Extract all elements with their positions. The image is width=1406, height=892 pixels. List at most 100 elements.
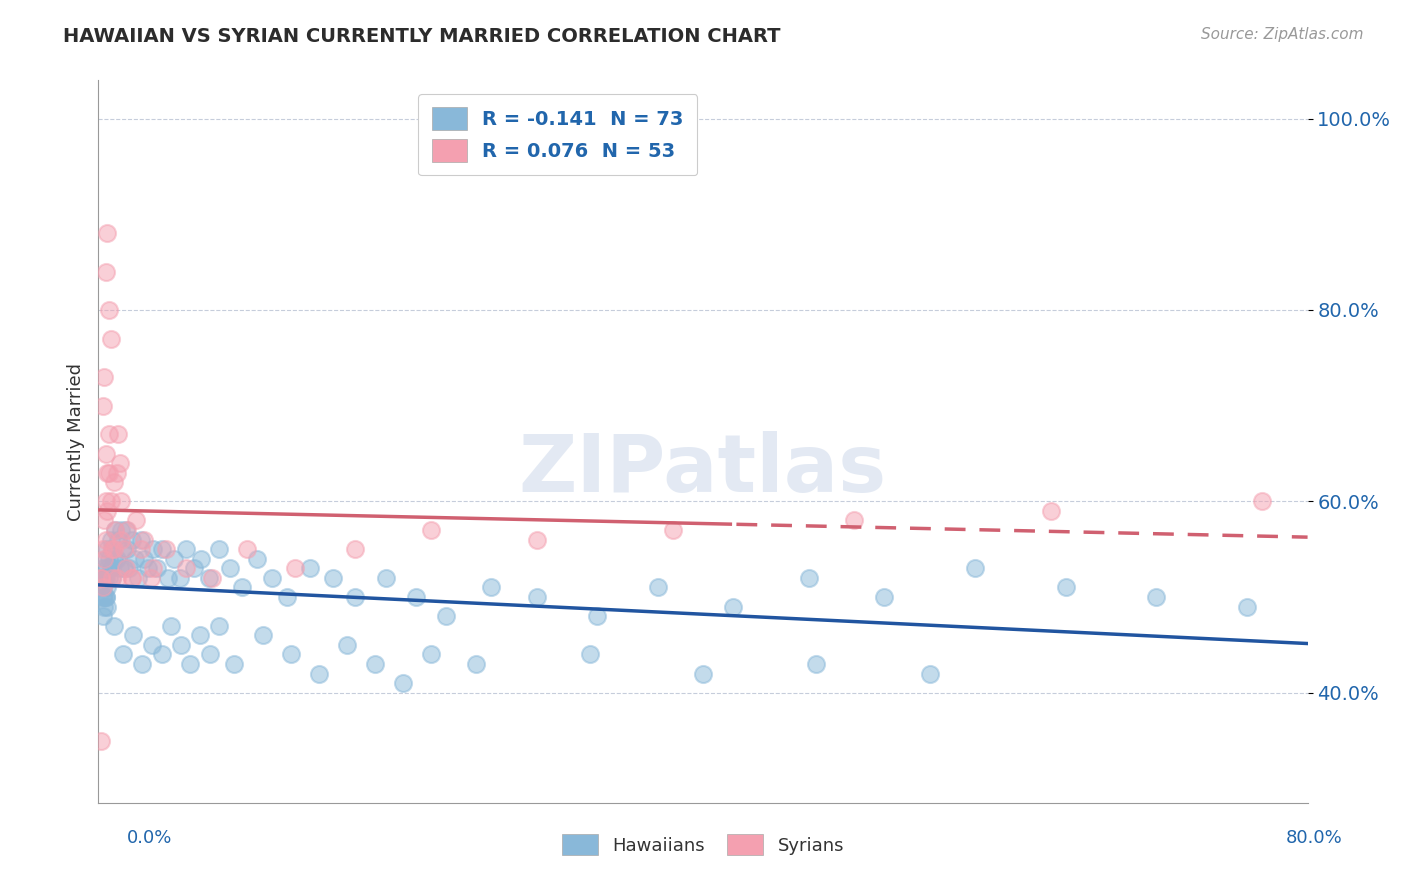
Point: [114, 561, 136, 575]
Point: [103, 551, 125, 566]
Point: [150, 648, 173, 662]
Point: [526, 533, 548, 547]
Point: [526, 590, 548, 604]
Point: [111, 542, 134, 557]
Point: [107, 427, 129, 442]
Point: [344, 590, 367, 604]
Point: [224, 657, 246, 671]
Point: [114, 523, 136, 537]
Point: [96, 599, 118, 614]
Point: [94, 533, 117, 547]
Point: [163, 551, 186, 566]
Point: [136, 561, 159, 575]
Point: [647, 581, 669, 595]
Point: [98, 466, 121, 480]
Point: [374, 571, 396, 585]
Point: [94, 590, 117, 604]
Point: [93, 571, 115, 585]
Point: [873, 590, 896, 604]
Point: [308, 666, 330, 681]
Point: [1039, 504, 1062, 518]
Point: [93, 590, 115, 604]
Point: [91, 581, 114, 595]
Point: [98, 551, 121, 566]
Point: [1144, 590, 1167, 604]
Point: [124, 551, 146, 566]
Point: [100, 561, 122, 575]
Point: [183, 561, 205, 575]
Point: [208, 542, 231, 557]
Point: [96, 466, 118, 480]
Point: [118, 561, 141, 575]
Text: 80.0%: 80.0%: [1286, 829, 1343, 847]
Point: [965, 561, 987, 575]
Point: [94, 494, 117, 508]
Point: [98, 571, 121, 585]
Point: [156, 571, 179, 585]
Point: [797, 571, 820, 585]
Point: [104, 523, 127, 537]
Point: [141, 638, 163, 652]
Point: [661, 523, 683, 537]
Point: [105, 466, 128, 480]
Text: HAWAIIAN VS SYRIAN CURRENTLY MARRIED CORRELATION CHART: HAWAIIAN VS SYRIAN CURRENTLY MARRIED COR…: [63, 27, 780, 45]
Point: [586, 609, 609, 624]
Point: [150, 542, 173, 557]
Point: [101, 542, 124, 557]
Point: [101, 542, 124, 557]
Point: [169, 571, 191, 585]
Text: ZIPatlas: ZIPatlas: [519, 432, 887, 509]
Point: [481, 581, 503, 595]
Point: [110, 494, 132, 508]
Point: [91, 542, 114, 557]
Point: [141, 571, 163, 585]
Point: [94, 551, 117, 566]
Point: [322, 571, 344, 585]
Point: [115, 542, 138, 557]
Point: [276, 590, 298, 604]
Point: [94, 571, 117, 585]
Point: [160, 619, 183, 633]
Point: [90, 571, 112, 585]
Point: [112, 542, 135, 557]
Point: [93, 571, 115, 585]
Point: [246, 551, 269, 566]
Point: [434, 609, 457, 624]
Point: [188, 628, 211, 642]
Point: [108, 561, 131, 575]
Point: [405, 590, 427, 604]
Text: 0.0%: 0.0%: [127, 829, 172, 847]
Point: [90, 571, 112, 585]
Point: [280, 648, 302, 662]
Point: [252, 628, 274, 642]
Point: [179, 657, 201, 671]
Point: [121, 533, 143, 547]
Point: [112, 561, 135, 575]
Point: [108, 456, 131, 470]
Point: [96, 227, 118, 241]
Point: [121, 571, 143, 585]
Point: [104, 523, 127, 537]
Point: [364, 657, 387, 671]
Point: [129, 533, 152, 547]
Point: [103, 475, 125, 490]
Point: [90, 733, 112, 747]
Point: [132, 533, 155, 547]
Point: [112, 648, 135, 662]
Point: [723, 599, 745, 614]
Point: [101, 571, 124, 585]
Point: [94, 590, 117, 604]
Legend: Hawaiians, Syrians: Hawaiians, Syrians: [555, 827, 851, 863]
Point: [103, 619, 125, 633]
Point: [262, 571, 284, 585]
Point: [1054, 581, 1077, 595]
Point: [93, 551, 115, 566]
Point: [918, 666, 941, 681]
Point: [93, 370, 115, 384]
Point: [94, 265, 117, 279]
Y-axis label: Currently Married: Currently Married: [66, 362, 84, 521]
Point: [96, 581, 118, 595]
Point: [105, 571, 128, 585]
Point: [174, 561, 197, 575]
Point: [420, 523, 443, 537]
